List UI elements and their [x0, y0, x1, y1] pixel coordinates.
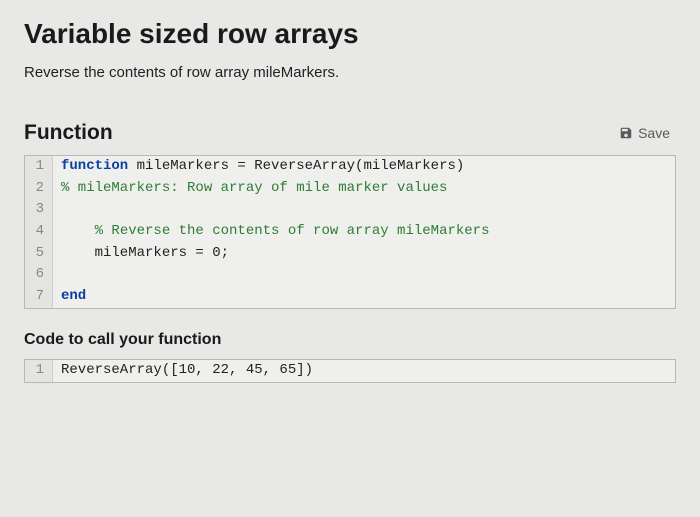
code-line[interactable]: mileMarkers = 0;: [53, 243, 229, 265]
code-row: 3: [25, 199, 675, 221]
code-row: 1function mileMarkers = ReverseArray(mil…: [25, 156, 675, 178]
line-number: 4: [25, 221, 53, 243]
code-row: 1ReverseArray([10, 22, 45, 65]): [25, 360, 675, 382]
code-line[interactable]: end: [53, 286, 86, 308]
save-icon: [619, 126, 633, 140]
code-row: 6: [25, 264, 675, 286]
line-number: 2: [25, 178, 53, 200]
code-row: 2% mileMarkers: Row array of mile marker…: [25, 178, 675, 200]
code-line[interactable]: [53, 199, 69, 221]
line-number: 5: [25, 243, 53, 265]
call-editor[interactable]: 1ReverseArray([10, 22, 45, 65]): [24, 359, 676, 383]
function-editor[interactable]: 1function mileMarkers = ReverseArray(mil…: [24, 155, 676, 309]
code-line[interactable]: % Reverse the contents of row array mile…: [53, 221, 489, 243]
page: Variable sized row arrays Reverse the co…: [0, 0, 700, 383]
problem-prompt: Reverse the contents of row array mileMa…: [24, 64, 676, 81]
code-line[interactable]: % mileMarkers: Row array of mile marker …: [53, 178, 447, 200]
line-number: 6: [25, 264, 53, 286]
code-line[interactable]: ReverseArray([10, 22, 45, 65]): [53, 360, 313, 382]
line-number: 1: [25, 360, 53, 382]
code-row: 5 mileMarkers = 0;: [25, 243, 675, 265]
code-row: 7end: [25, 286, 675, 308]
code-line[interactable]: function mileMarkers = ReverseArray(mile…: [53, 156, 464, 178]
code-row: 4 % Reverse the contents of row array mi…: [25, 221, 675, 243]
line-number: 3: [25, 199, 53, 221]
code-line[interactable]: [53, 264, 69, 286]
save-label: Save: [638, 125, 670, 141]
function-header: Function Save: [24, 121, 676, 145]
line-number: 1: [25, 156, 53, 178]
call-heading: Code to call your function: [24, 331, 676, 349]
function-heading: Function: [24, 121, 113, 145]
line-number: 7: [25, 286, 53, 308]
save-button[interactable]: Save: [613, 121, 676, 145]
page-title: Variable sized row arrays: [24, 18, 676, 50]
